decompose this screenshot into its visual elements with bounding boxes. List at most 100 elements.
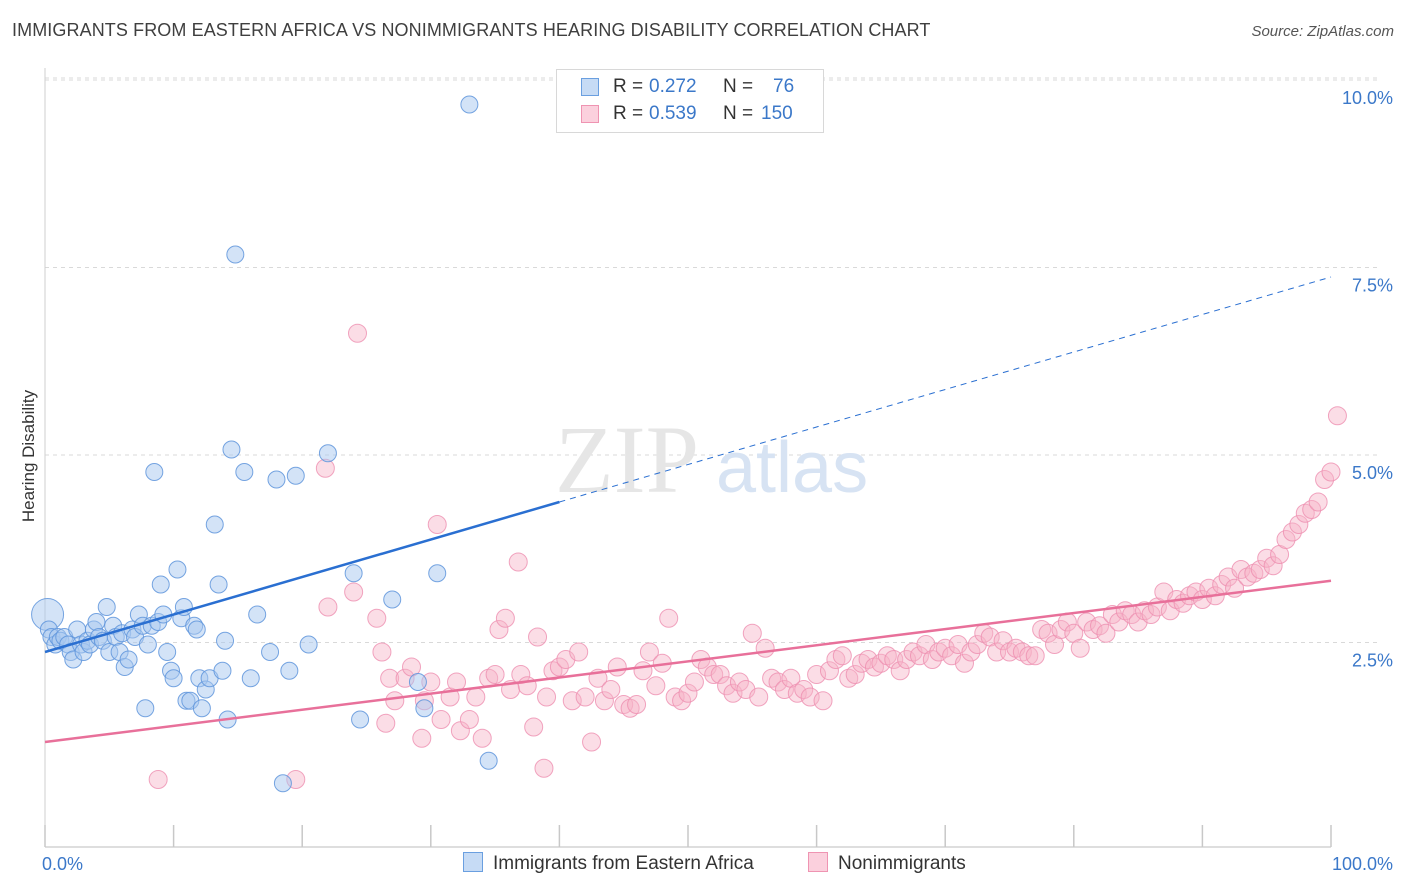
nonimmigrant-point — [1077, 612, 1097, 632]
nonimmigrant-point — [807, 665, 827, 684]
nonimmigrant-point — [1025, 646, 1045, 666]
nonimmigrant-point — [627, 695, 647, 714]
nonimmigrant-point — [787, 683, 807, 703]
nonimmigrant-point — [922, 650, 942, 669]
immigrant-trend-line — [44, 500, 560, 654]
immigrant-point — [344, 564, 363, 583]
nonimmigrant-point — [427, 515, 447, 534]
nonimmigrant-point — [489, 620, 509, 639]
nonimmigrant-point — [1083, 620, 1103, 639]
y-axis-label: Hearing Disability — [19, 389, 38, 522]
r-label: R = — [613, 76, 644, 97]
immigrant-point — [415, 699, 434, 718]
nonimmigrant-point — [877, 646, 897, 666]
nonimmigrant-point — [845, 665, 865, 684]
nonimmigrant-point — [447, 672, 467, 692]
legend-label-blue: Immigrants from Eastern Africa — [493, 853, 754, 874]
y-tick-label: 7.5% — [1352, 276, 1393, 296]
watermark-zip: ZIP — [555, 406, 699, 513]
nonimmigrant-point — [528, 627, 548, 647]
nonimmigrant-point — [495, 608, 515, 628]
nonimmigrant-point — [412, 728, 432, 748]
nonimmigrant-point — [646, 676, 666, 696]
axes: 2.5% 5.0% 7.5% 10.0% — [44, 68, 1393, 848]
nonimmigrant-point — [1257, 548, 1277, 568]
nonimmigrant-point — [431, 710, 451, 729]
nonimmigrant-point — [459, 710, 479, 729]
nonimmigrant-point — [768, 672, 788, 692]
nonimmigrant-point — [826, 650, 846, 669]
nonimmigrant-point — [742, 623, 762, 643]
nonimmigrant-point — [367, 608, 387, 628]
nonimmigrant-point — [935, 638, 955, 658]
x-tick-label: 100.0% — [1332, 854, 1393, 874]
nonimmigrant-point — [684, 672, 704, 692]
nonimmigrant-point — [710, 665, 730, 684]
nonimmigrant-point — [582, 732, 602, 752]
nonimmigrant-point — [1096, 623, 1116, 643]
immigrant-point — [158, 643, 177, 661]
nonimmigrant-point — [897, 650, 917, 669]
gridlines — [45, 77, 1380, 643]
nonimmigrant-point — [472, 728, 492, 748]
immigrant-point — [187, 620, 206, 639]
immigrant-point — [408, 673, 427, 691]
nonimmigrant-point — [1244, 563, 1264, 583]
nonimmigrant-point — [543, 661, 563, 681]
watermark: ZIP atlas — [555, 406, 868, 513]
r-value: 0.272 — [649, 76, 697, 97]
nonimmigrant-point — [562, 691, 582, 711]
immigrant-point — [261, 643, 280, 661]
nonimmigrant-point — [890, 661, 910, 681]
nonimmigrant-point — [1070, 638, 1090, 658]
nonimmigrant-point — [318, 597, 338, 617]
pink-swatch — [581, 105, 599, 123]
r-value: 0.539 — [649, 103, 697, 124]
nonimmigrant-point — [485, 665, 505, 684]
nonimmigrant-point — [607, 657, 627, 677]
nonimmigrant-point — [376, 713, 396, 733]
nonimmigrant-point — [1135, 601, 1155, 621]
nonimmigrant-point — [620, 698, 640, 718]
nonimmigrant-point — [839, 668, 859, 688]
nonimmigrant-point — [594, 691, 614, 711]
nonimmigrant-point — [929, 642, 949, 662]
nonimmigrant-point — [832, 646, 852, 666]
nonimmigrant-point — [813, 691, 833, 711]
nonimmigrant-point — [344, 582, 364, 602]
nonimmigrant-point — [1102, 605, 1122, 624]
nonimmigrant-point — [1263, 556, 1283, 576]
watermark-atlas: atlas — [716, 428, 868, 508]
nonimmigrant-point — [549, 657, 569, 677]
immigrant-point — [351, 710, 370, 729]
pink-swatch — [808, 852, 828, 872]
legend-row-pink: R = 0.539 N = 150 — [557, 101, 823, 127]
nonimmigrant-point — [575, 687, 595, 707]
immigrant-point — [168, 560, 187, 579]
immigrant-point — [267, 470, 286, 489]
immigrant-point — [241, 669, 260, 688]
nonimmigrant-point — [729, 672, 749, 692]
immigrant-point — [222, 440, 241, 459]
immigrant-trend-extension — [559, 276, 1332, 503]
nonimmigrant-point — [723, 683, 743, 703]
nonimmigrant-point — [749, 687, 769, 707]
nonimmigrant-point — [800, 687, 820, 707]
nonimmigrant-point — [466, 687, 486, 707]
trend-lines — [44, 276, 1332, 744]
immigrant-point — [209, 575, 228, 594]
nonimmigrant-point — [704, 665, 724, 684]
nonimmigrant-point — [1315, 470, 1335, 489]
source-credit: Source: ZipAtlas.com — [1251, 23, 1394, 40]
nonimmigrant-point — [665, 687, 685, 707]
blue-swatch — [463, 852, 483, 872]
nonimmigrant-point — [537, 687, 557, 707]
immigrant-point — [97, 598, 116, 616]
immigrant-point — [151, 575, 170, 594]
nonimmigrant-point — [508, 552, 528, 572]
nonimmigrant-point — [1019, 646, 1039, 666]
immigrant-point — [226, 245, 245, 264]
nonimmigrant-point — [678, 683, 698, 703]
immigrant-point — [479, 751, 498, 770]
